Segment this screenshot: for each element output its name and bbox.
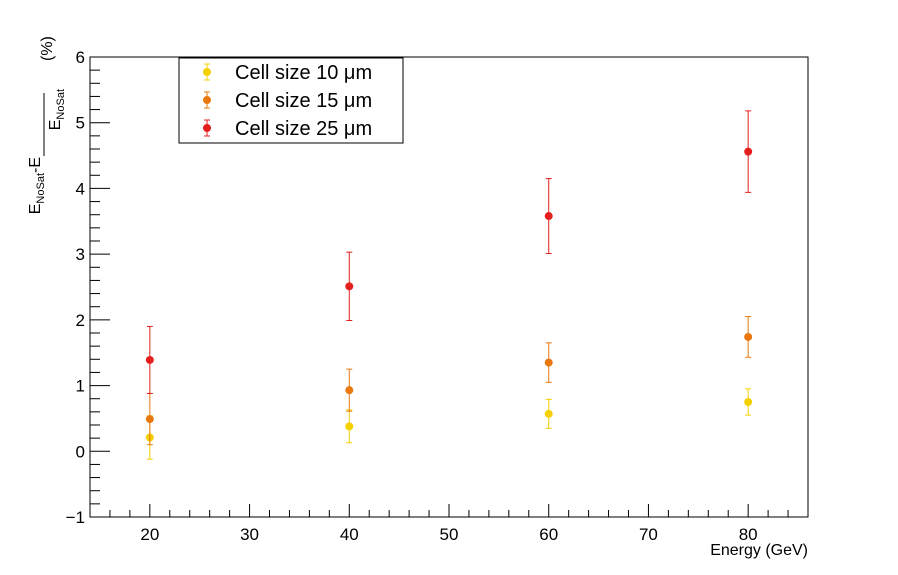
data-point — [544, 358, 553, 367]
y-tick-label: 6 — [76, 48, 85, 67]
series-layer — [145, 110, 753, 460]
y-tick-label: 3 — [76, 245, 85, 264]
legend-entry: Cell size 25 μm — [203, 118, 372, 140]
data-point — [145, 415, 154, 424]
y-axis-title-unit: (%) — [39, 36, 56, 61]
legend-marker — [203, 124, 211, 132]
data-point — [345, 282, 354, 291]
x-tick-label: 70 — [639, 525, 658, 544]
legend-entries: Cell size 10 μm Cell size 15 μm Cell size … — [203, 62, 372, 140]
x-tick-label: 60 — [539, 525, 558, 544]
data-point — [544, 409, 553, 418]
y-axis-ticks — [90, 56, 110, 518]
y-axis-title-numerator: ENoSat-E — [27, 157, 47, 214]
y-tick-label: 4 — [76, 179, 85, 198]
legend-label: Cell size 10 μm — [235, 62, 372, 84]
legend-marker — [203, 68, 211, 76]
y-axis-title: ENoSat-E ENoSat (%) — [27, 36, 67, 214]
y-tick-label: 2 — [76, 311, 85, 330]
legend-entry: Cell size 15 μm — [203, 90, 372, 112]
y-tick-label: 5 — [76, 114, 85, 133]
x-axis-title: Energy (GeV) — [710, 542, 808, 559]
legend-marker — [203, 96, 211, 104]
data-point — [544, 212, 553, 221]
data-point — [744, 147, 753, 156]
y-numerator-main: E — [27, 204, 44, 215]
data-point — [145, 355, 154, 364]
x-tick-label: 20 — [140, 525, 159, 544]
legend-label: Cell size 25 μm — [235, 118, 372, 140]
x-tick-label: 80 — [739, 525, 758, 544]
data-point — [744, 332, 753, 341]
x-tick-label: 40 — [340, 525, 359, 544]
x-tick-label: 30 — [240, 525, 259, 544]
series-2 — [145, 316, 753, 446]
data-point — [345, 422, 354, 431]
legend-entry: Cell size 10 μm — [203, 62, 372, 84]
y-tick-label: −1 — [66, 508, 85, 527]
y-tick-label: 0 — [76, 442, 85, 461]
y-tick-label: 1 — [76, 377, 85, 396]
y-axis-tick-labels: −1 0 1 2 3 4 5 6 — [66, 48, 85, 527]
x-tick-label: 50 — [440, 525, 459, 544]
y-numerator-rest: -E — [27, 157, 44, 173]
y-axis-title-denominator: ENoSat — [47, 89, 67, 130]
y-denominator-sub: NoSat — [55, 89, 67, 120]
series-1 — [145, 388, 753, 460]
legend-box — [178, 57, 404, 144]
data-point — [345, 386, 354, 395]
y-denominator-main: E — [47, 120, 64, 131]
x-axis-ticks — [109, 504, 809, 517]
x-axis-tick-labels: 20 30 40 50 60 70 80 — [140, 525, 757, 544]
legend: Cell size 10 μm Cell size 15 μm Cell size … — [178, 57, 404, 144]
series-3 — [145, 110, 753, 394]
data-point — [744, 398, 753, 406]
y-numerator-sub: NoSat — [35, 173, 47, 204]
legend-label: Cell size 15 μm — [235, 90, 372, 112]
